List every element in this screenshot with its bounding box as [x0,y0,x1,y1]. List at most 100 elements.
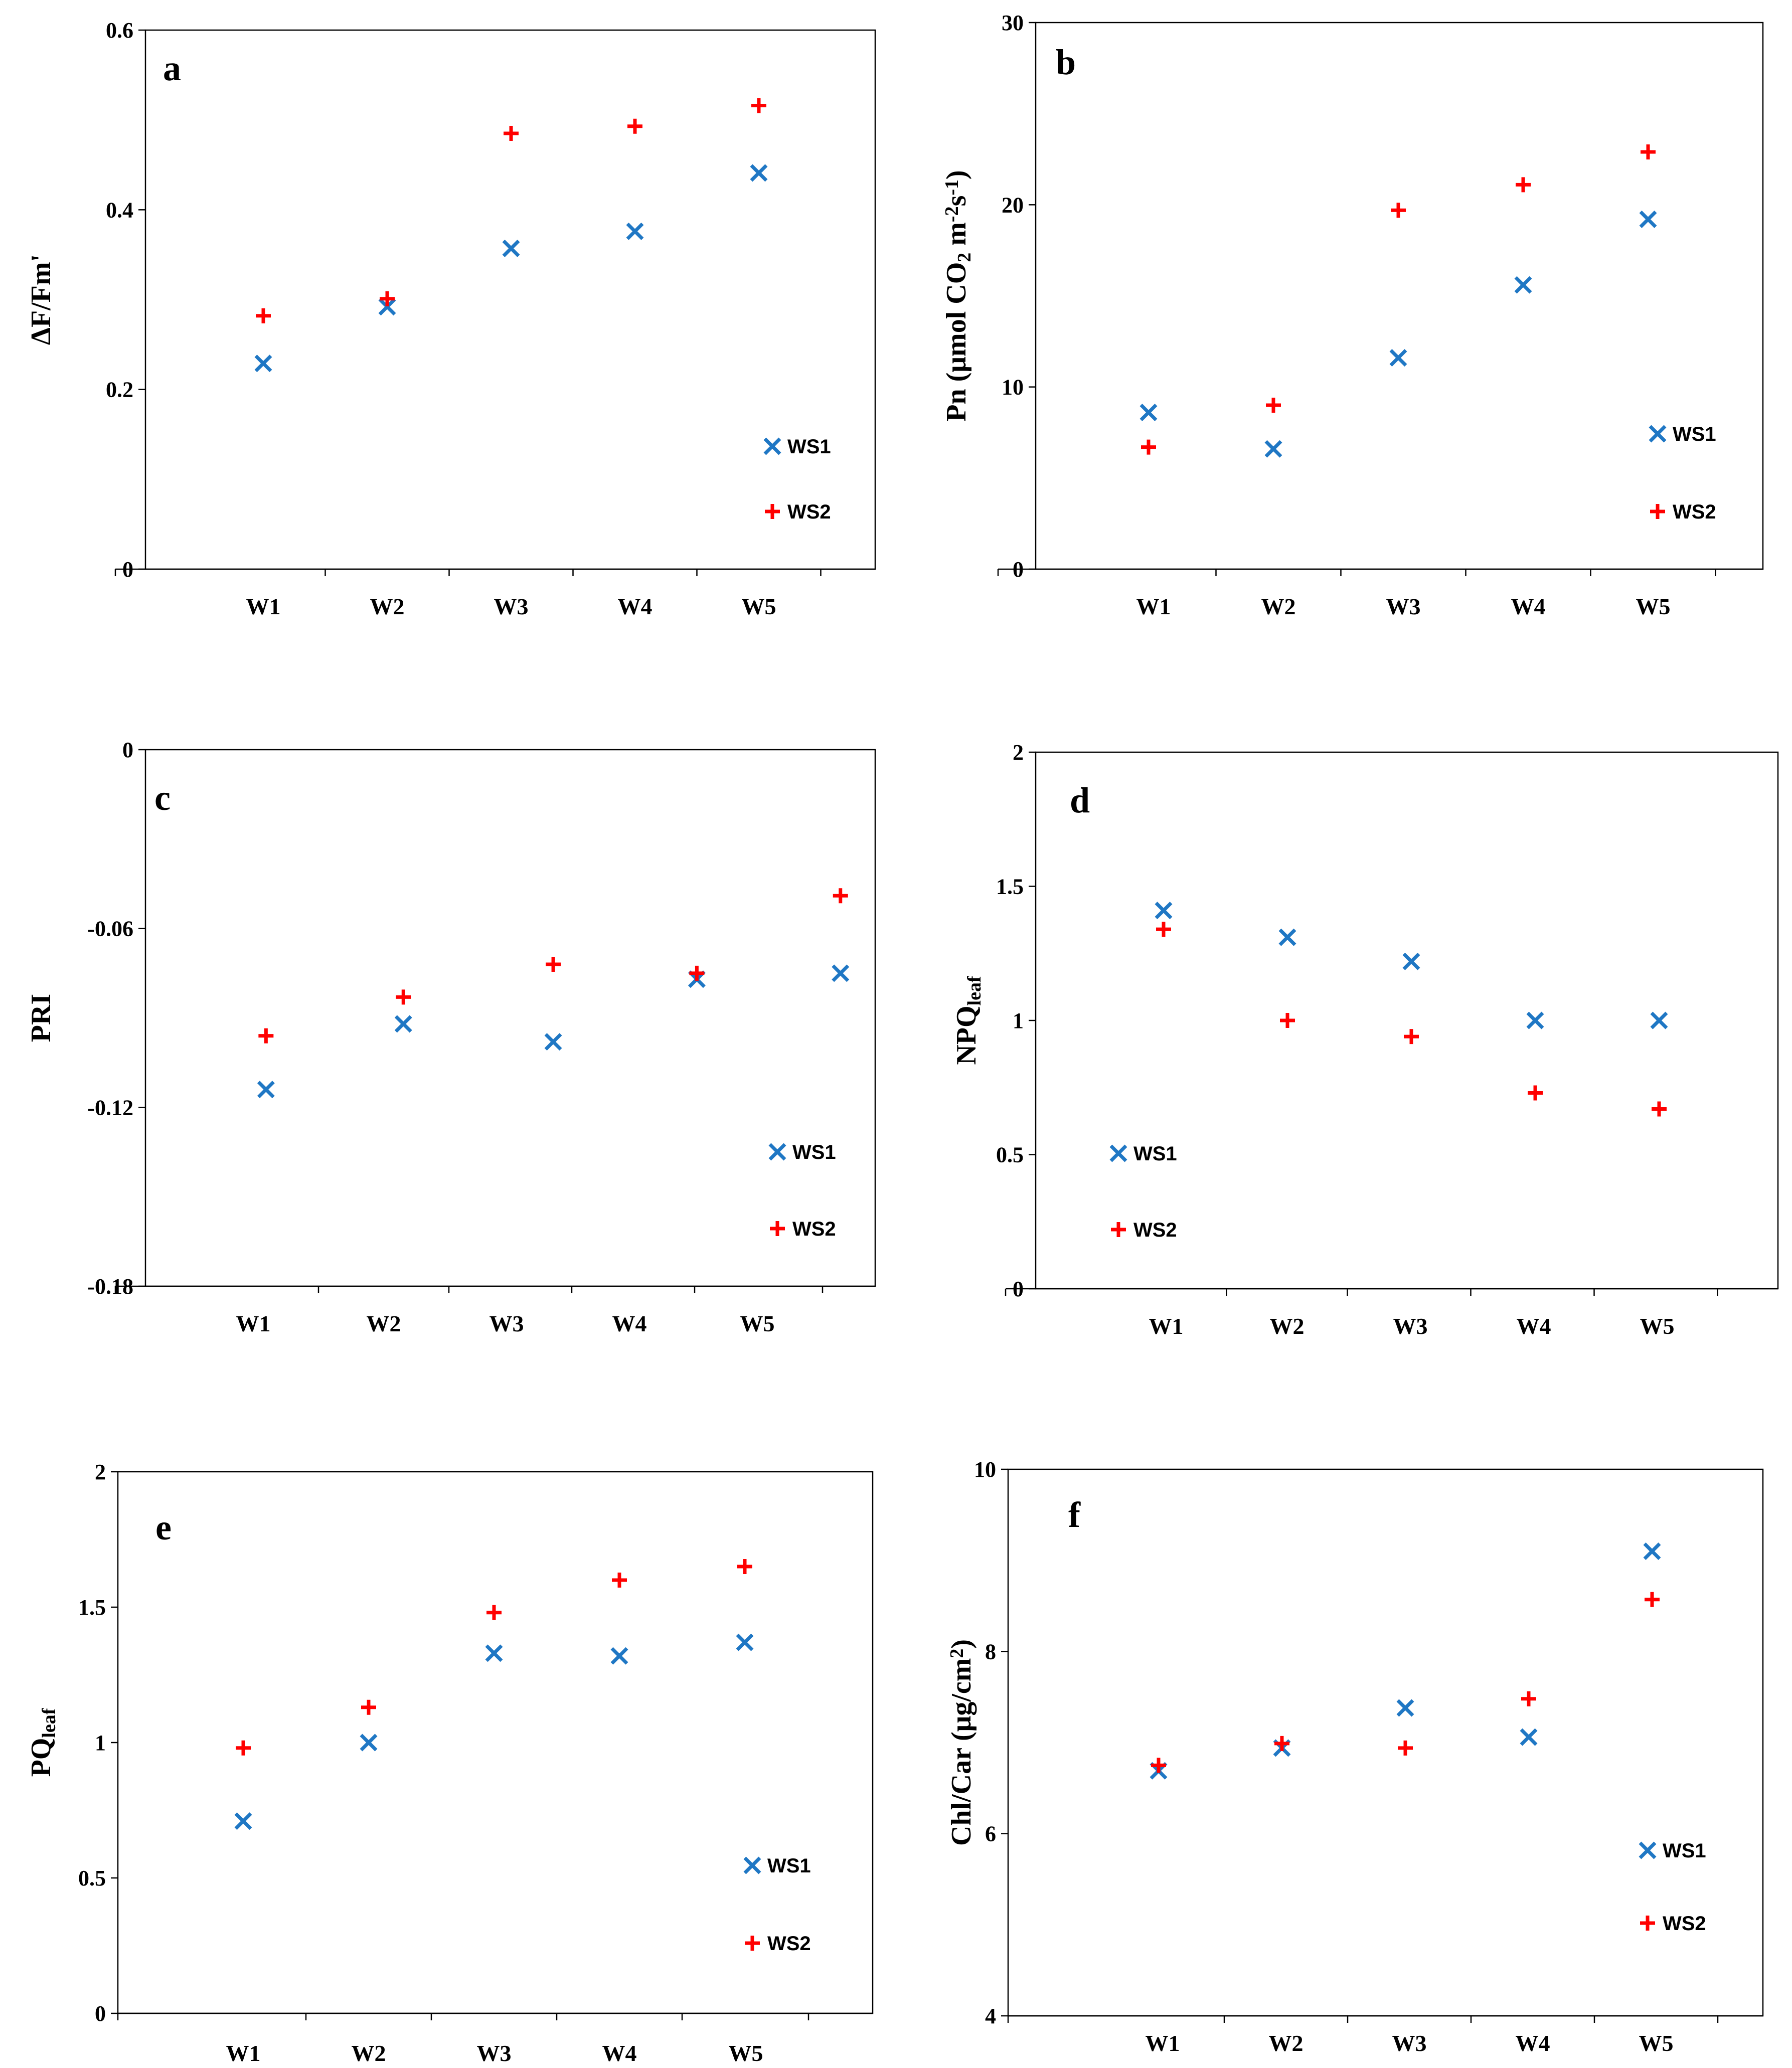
point-ws2-w4 [627,119,642,134]
y-tick-label: 0 [1013,1277,1024,1301]
panel-label: e [155,1507,172,1547]
y-axis-title-part: ) [941,170,972,180]
plot-frame [1036,23,1763,569]
point-ws2-w5 [1641,144,1656,159]
y-tick-label: -0.12 [87,1095,133,1120]
y-axis-title: PQleaf [26,1707,60,1777]
legend-marker-ws1 [1640,1843,1655,1858]
y-tick-label: 2 [1013,740,1024,765]
y-axis-title-part: leaf [964,975,985,1005]
point-ws1-w4 [1528,1013,1543,1028]
point-ws1-w3 [504,241,519,256]
y-axis-title: Chl/Car (μg/cm2) [946,1639,977,1846]
y-tick-label: 0.5 [996,1143,1024,1167]
y-tick-label: 10 [1002,375,1024,400]
panel-label: f [1068,1495,1081,1535]
legend-marker-ws1 [770,1144,785,1159]
point-ws1-w5 [833,966,848,981]
y-axis-title-part: ) [946,1639,977,1649]
x-category-label: W4 [602,2040,637,2066]
legend-marker-ws2 [770,1221,785,1236]
x-category-label: W3 [1392,2030,1427,2056]
point-ws1-w2 [1280,930,1295,945]
y-tick-label: 2 [95,1460,106,1484]
legend-label-ws2: WS2 [767,1933,811,1955]
legend-label-ws2: WS2 [792,1218,836,1240]
point-ws1-w3 [1404,954,1419,969]
panel-c: -0.18 -0.12 -0.06 0 W1 W2 W3 W4 W5 c PRI WS1 WS2 [26,738,875,1336]
legend-label-ws1: WS1 [1133,1143,1177,1165]
y-tick-label: 30 [1002,11,1024,35]
legend-marker-ws1 [1650,426,1665,441]
x-category-label: W2 [1269,2030,1304,2056]
y-tick-label: 0.5 [78,1866,106,1890]
y-tick-label: 0 [95,2001,106,2026]
point-ws2-w3 [504,126,519,141]
x-category-label: W4 [618,594,653,619]
y-axis-title: ΔF/Fm' [26,254,57,345]
y-axis-title: NPQleaf [951,975,985,1065]
x-category-label: W5 [740,1311,775,1336]
legend-label-ws2: WS2 [787,501,831,523]
legend-label-ws2: WS2 [1673,501,1716,523]
panel-a: 0 0.2 0.4 0.6 W1 W2 W3 W4 W5 a ΔF/Fm' WS1 WS2 [26,18,875,619]
point-ws2-w1 [256,308,271,323]
panel-b: 0102030W1 W2 W3 W4 W5bPn (μmol CO2 m-2s-1)WS… [941,11,1763,619]
legend-label-ws1: WS1 [1663,1840,1706,1862]
legend-marker-ws2 [745,1936,760,1951]
point-ws2-w4 [689,966,704,981]
y-tick-label: 10 [974,1457,996,1482]
legend-label-ws1: WS1 [1673,423,1716,445]
legend-label-ws1: WS1 [792,1141,836,1163]
legend-marker-ws1 [1111,1146,1126,1161]
y-tick-label: 0 [122,738,133,762]
point-ws1-w5 [737,1635,752,1650]
point-ws2-w3 [1391,203,1406,218]
y-axis-title-part: s [941,196,972,207]
y-tick-label: -0.06 [87,917,133,941]
y-axis-title-part: leaf [39,1707,60,1738]
y-axis-title-part: 2 [946,1649,967,1658]
y-tick-label: 1 [1013,1008,1024,1033]
point-ws2-w5 [833,888,848,903]
point-ws2-w4 [1516,177,1531,192]
y-axis-title-part: -1 [941,180,962,196]
x-category-label: W4 [612,1311,647,1336]
point-ws1-w2 [361,1735,376,1750]
point-ws2-w1 [236,1741,251,1756]
x-category-label: W5 [742,594,776,619]
point-ws2-w2 [1280,1013,1295,1028]
figure: 00.20.40.6W1 W2 W3 W4 W5aΔF/Fm'WS1WS20102030… [0,0,1792,2068]
y-axis-title-part: PQ [26,1738,57,1777]
panel-label: a [163,48,181,88]
point-ws2-w4 [1521,1691,1536,1706]
y-tick-label: -0.18 [87,1274,133,1299]
point-ws1-w1 [1141,405,1156,420]
y-axis-title-part: 2 [954,253,975,262]
x-category-label: W4 [1516,2030,1550,2056]
y-tick-label: 1 [95,1731,106,1755]
legend-label-ws2: WS2 [1133,1219,1177,1241]
x-category-label: W1 [236,1311,271,1336]
x-category-label: W2 [370,594,405,619]
point-ws2-w5 [751,98,766,113]
point-ws1-w5 [1652,1013,1667,1028]
y-axis-title-part: -2 [941,206,962,222]
panel-d: 0 0.5 1 1.5 2 W1 W2 W3 W4 W5 d NPQleaf WS1 WS2 [951,740,1778,1339]
point-ws1-w5 [1641,212,1656,227]
point-ws2-w2 [361,1700,376,1715]
legend-marker-ws2 [1111,1222,1126,1237]
point-ws2-w2 [396,989,411,1004]
point-ws2-w3 [486,1605,502,1620]
point-ws1-w4 [612,1648,627,1663]
point-ws2-w2 [1274,1736,1289,1751]
point-ws2-w1 [1141,440,1156,455]
y-tick-label: 4 [985,2004,996,2028]
point-ws2-w3 [546,957,561,972]
plot-frame [145,750,875,1286]
x-category-label: W2 [1261,594,1296,619]
point-ws2-w5 [737,1559,752,1574]
y-axis-title: PRI [26,994,57,1042]
y-tick-label: 20 [1002,193,1024,217]
legend-marker-ws2 [1650,504,1665,519]
